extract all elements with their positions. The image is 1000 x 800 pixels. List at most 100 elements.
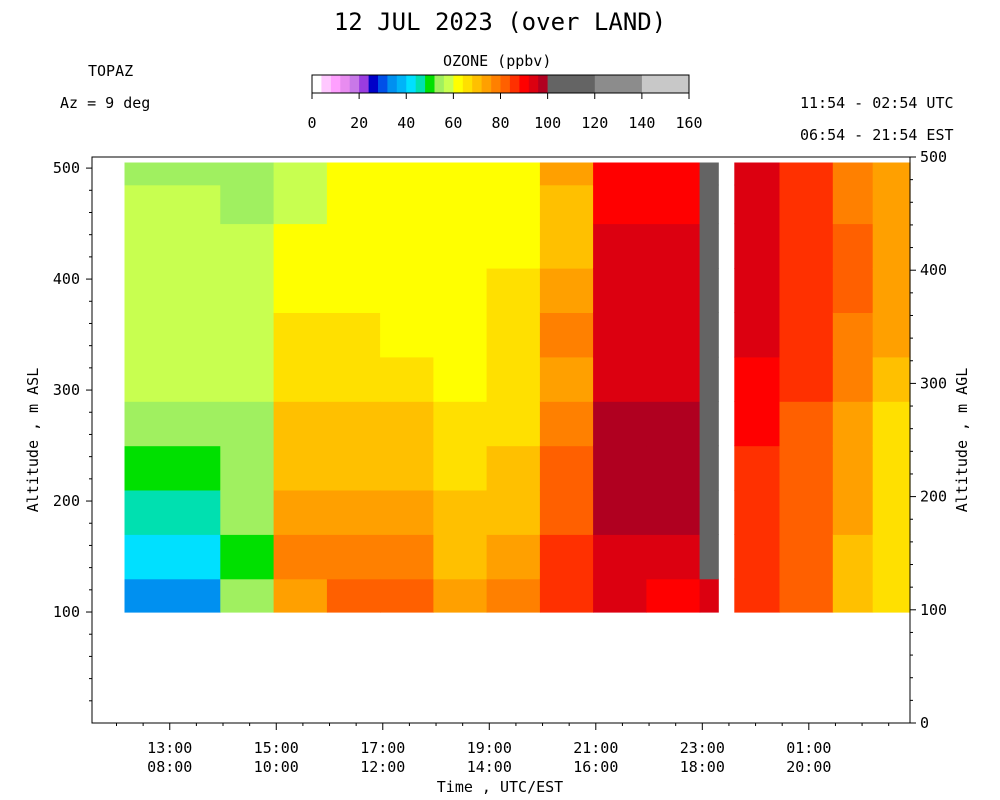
heatmap-cell-10-1 <box>699 534 719 580</box>
heatmap-cell-8-5 <box>593 356 647 402</box>
colorbar-bin-3 <box>340 75 351 93</box>
heatmap-cell-8-4 <box>593 401 647 447</box>
heatmap-cell-7-10 <box>539 162 594 186</box>
heatmap-cell-10-2 <box>699 489 719 535</box>
heatmap-cell-3-0 <box>326 578 381 613</box>
heatmap-cell-13-0 <box>832 578 874 613</box>
heatmap-cell-9-1 <box>646 534 701 580</box>
heatmap-cell-4-0 <box>380 578 434 613</box>
x-tick-label-utc-6: 01:00 <box>786 739 831 757</box>
x-tick-label-utc-3: 19:00 <box>467 739 512 757</box>
heatmap-cell-6-9 <box>486 184 541 225</box>
heatmap-cell-6-8 <box>486 223 541 269</box>
heatmap-cell-5-4 <box>433 401 488 447</box>
heatmap-cell-11-7 <box>734 268 781 313</box>
y-right-tick-label-0: 0 <box>920 714 929 732</box>
heatmap-cell-14-9 <box>872 184 911 225</box>
colorbar-bin-7 <box>378 75 388 93</box>
heatmap-cell-4-6 <box>380 312 434 358</box>
heatmap-cell-1-0 <box>220 578 275 613</box>
heatmap-cell-4-10 <box>380 162 434 186</box>
heatmap-cell-2-2 <box>273 489 328 535</box>
heatmap-cell-5-3 <box>433 445 488 491</box>
time-range-est: 06:54 - 21:54 EST <box>800 126 954 144</box>
heatmap-cell-9-7 <box>646 268 701 313</box>
heatmap-cell-7-2 <box>539 489 594 535</box>
heatmap-cell-12-6 <box>779 312 834 358</box>
chart-title: 12 JUL 2023 (over LAND) <box>333 8 667 36</box>
heatmap-cell-1-9 <box>220 184 275 225</box>
heatmap-cell-10-3 <box>699 445 719 491</box>
heatmap-cell-6-5 <box>486 356 541 402</box>
heatmap-cell-5-5 <box>433 356 488 402</box>
heatmap-cell-9-10 <box>646 162 701 186</box>
heatmap-cell-10-9 <box>699 184 719 225</box>
heatmap-cell-13-10 <box>832 162 874 186</box>
heatmap-cell-1-5 <box>220 356 275 402</box>
heatmap-cell-10-0 <box>699 578 719 613</box>
heatmap-cell-0-4 <box>124 401 221 447</box>
heatmap-cell-12-2 <box>779 489 834 535</box>
heatmap-cell-5-2 <box>433 489 488 535</box>
heatmap-cell-2-7 <box>273 268 328 313</box>
heatmap-cell-0-8 <box>124 223 221 269</box>
heatmap-cell-8-1 <box>593 534 647 580</box>
colorbar-bin-25 <box>547 75 596 93</box>
heatmap-cell-10-4 <box>699 401 719 447</box>
y-left-tick-label-0: 100 <box>53 603 80 621</box>
colorbar-bin-15 <box>453 75 464 93</box>
heatmap-cell-4-2 <box>380 489 434 535</box>
colorbar-bin-13 <box>434 75 445 93</box>
heatmap-cell-11-4 <box>734 401 781 447</box>
heatmap-cell-9-4 <box>646 401 701 447</box>
heatmap-cell-12-4 <box>779 401 834 447</box>
heatmap-cell-8-6 <box>593 312 647 358</box>
y-left-tick-label-2: 300 <box>53 381 80 399</box>
heatmap-cell-5-6 <box>433 312 488 358</box>
heatmap-cell-0-5 <box>124 356 221 402</box>
colorbar-tick-label-8: 160 <box>675 114 702 132</box>
x-tick-label-utc-2: 17:00 <box>360 739 405 757</box>
heatmap-cell-2-1 <box>273 534 328 580</box>
heatmap-cell-9-8 <box>646 223 701 269</box>
colorbar-bin-4 <box>349 75 360 93</box>
heatmap-cell-14-2 <box>872 489 911 535</box>
y-right-tick-label-5: 500 <box>920 148 947 166</box>
heatmap-cell-12-9 <box>779 184 834 225</box>
heatmap-cell-4-5 <box>380 356 434 402</box>
heatmap-cell-10-10 <box>699 162 719 186</box>
heatmap-cell-6-10 <box>486 162 541 186</box>
heatmap-cell-13-3 <box>832 445 874 491</box>
heatmap-cell-9-2 <box>646 489 701 535</box>
y-left-tick-label-1: 200 <box>53 492 80 510</box>
heatmap-cell-4-1 <box>380 534 434 580</box>
colorbar-tick-label-1: 20 <box>350 114 368 132</box>
colorbar-bin-14 <box>443 75 454 93</box>
heatmap-cell-11-1 <box>734 534 781 580</box>
heatmap-cell-11-0 <box>734 578 781 613</box>
x-tick-label-utc-4: 21:00 <box>573 739 618 757</box>
heatmap-cell-8-8 <box>593 223 647 269</box>
heatmap-cell-6-4 <box>486 401 541 447</box>
colorbar-bin-10 <box>406 75 417 93</box>
colorbar-tick-label-7: 140 <box>628 114 655 132</box>
heatmap-cell-10-5 <box>699 356 719 402</box>
heatmap-cell-6-3 <box>486 445 541 491</box>
heatmap-cell-2-6 <box>273 312 328 358</box>
heatmap-cell-6-7 <box>486 268 541 313</box>
heatmap-cell-1-8 <box>220 223 275 269</box>
heatmap-cell-7-6 <box>539 312 594 358</box>
colorbar-bin-23 <box>528 75 539 93</box>
heatmap-cell-13-7 <box>832 268 874 313</box>
colorbar-tick-label-6: 120 <box>581 114 608 132</box>
colorbar-tick-label-0: 0 <box>307 114 316 132</box>
plot-frame <box>91 156 911 724</box>
heatmap-cell-12-3 <box>779 445 834 491</box>
heatmap-cell-1-7 <box>220 268 275 313</box>
y-left-tick-label-3: 400 <box>53 270 80 288</box>
heatmap-cell-14-0 <box>872 578 911 613</box>
heatmap-cell-4-4 <box>380 401 434 447</box>
heatmap-cell-3-9 <box>326 184 381 225</box>
x-tick-label-est-2: 12:00 <box>360 758 405 776</box>
colorbar-tick-label-4: 80 <box>491 114 509 132</box>
